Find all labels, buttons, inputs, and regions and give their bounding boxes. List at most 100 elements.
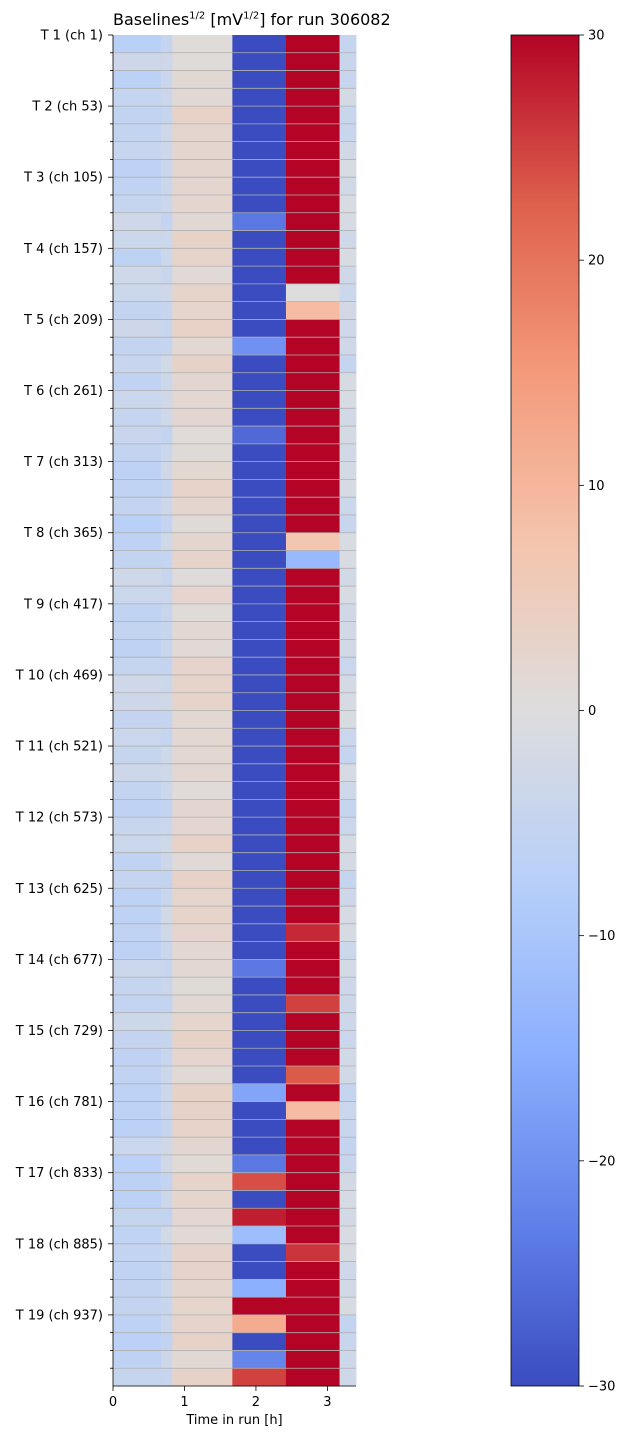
heatmap-cell [172,123,233,143]
heatmap-cell [160,1297,173,1316]
heatmap-cell [113,1048,162,1067]
heatmap-cell [172,977,233,996]
heatmap-cell [232,888,287,907]
heatmap-cell [285,906,340,925]
heatmap-cell [339,159,357,178]
heatmap-cell [339,870,357,889]
heatmap-cell [113,639,162,658]
heatmap-cell [160,1066,173,1085]
heatmap-cell [285,443,340,463]
heatmap-cell [232,550,287,569]
heatmap-cell [339,1101,357,1120]
heatmap-cell [113,159,162,178]
heatmap-cell [339,123,357,143]
heatmap-cell [113,1297,162,1316]
heatmap-cell [339,692,357,711]
heatmap-cell [232,692,287,711]
heatmap-cell [339,923,357,942]
heatmap-cell [160,230,173,249]
heatmap-cell [339,550,357,569]
heatmap-cell [285,426,340,445]
heatmap-cell [339,1012,357,1031]
heatmap-cell [232,1332,287,1351]
chart-title: Baselines1/2 [mV1/2] for run 306082 [113,10,391,29]
heatmap-cell [113,994,162,1014]
heatmap-cell [339,319,357,338]
heatmap-cell [172,1137,233,1156]
heatmap-cell [172,372,233,391]
heatmap-cell [285,1226,340,1245]
heatmap-cell [339,586,357,605]
heatmap-cell [160,977,173,996]
heatmap-cell [285,1172,340,1191]
y-tick-label: T 6 (ch 261) [23,384,103,399]
heatmap-cell [339,88,357,107]
heatmap-cell [160,621,173,640]
heatmap-cell [160,1154,173,1174]
heatmap-cell [285,301,340,320]
heatmap-cell [172,159,233,178]
heatmap-cell [113,390,162,409]
heatmap-cell [232,479,287,498]
heatmap-cell [339,1314,357,1334]
heatmap-cell [232,586,287,605]
heatmap-cell [285,88,340,107]
heatmap-cell [172,1243,233,1262]
heatmap-cell [113,212,162,231]
heatmap-cell [232,248,287,267]
heatmap-cell [113,746,162,765]
heatmap-cell [339,426,357,445]
heatmap-cell [339,106,357,125]
heatmap-cell [232,923,287,942]
heatmap-cell [172,337,233,356]
heatmap-cell [285,1297,340,1316]
heatmap-cell [232,1101,287,1120]
heatmap-cell [232,35,287,54]
heatmap-cell [285,35,340,54]
heatmap-cell [285,532,340,551]
heatmap-cell [232,1190,287,1209]
heatmap-cell [113,443,162,463]
heatmap-cell [232,52,287,71]
heatmap-cell [160,834,173,854]
heatmap-cell [232,941,287,960]
heatmap-cell [339,799,357,818]
heatmap-cell [232,639,287,658]
heatmap-cell [172,550,233,569]
heatmap-cell [172,1350,233,1369]
heatmap-cell [172,248,233,267]
heatmap-cell [339,1119,357,1138]
heatmap-cell [160,1012,173,1031]
heatmap-cell [160,1048,173,1067]
heatmap-cell [285,514,340,534]
heatmap-cell [172,923,233,942]
heatmap-cell [339,603,357,623]
heatmap-cell [160,728,173,747]
heatmap-cell [113,497,162,516]
heatmap-cell [285,1368,340,1387]
heatmap-cell [285,550,340,569]
heatmap-cell [285,763,340,783]
heatmap-cell [160,479,173,498]
heatmap-cell [160,1243,173,1262]
heatmap-cell [113,1137,162,1156]
heatmap-cell [160,248,173,267]
heatmap-cell [232,283,287,303]
heatmap-cell [285,923,340,942]
heatmap-cell [160,710,173,729]
heatmap-cell [232,799,287,818]
heatmap-cell [172,1030,233,1049]
heatmap-cell [339,283,357,303]
heatmap-cell [113,568,162,587]
heatmap-cell [232,674,287,694]
heatmap-cell [285,212,340,231]
heatmap-cell [232,301,287,320]
heatmap-cell [113,283,162,303]
heatmap-cell [113,852,162,871]
heatmap-cell [285,70,340,89]
heatmap-cell [160,266,173,285]
heatmap-cell [232,194,287,214]
heatmap-cell [160,639,173,658]
heatmap-cell [285,1101,340,1120]
heatmap-cell [172,710,233,729]
